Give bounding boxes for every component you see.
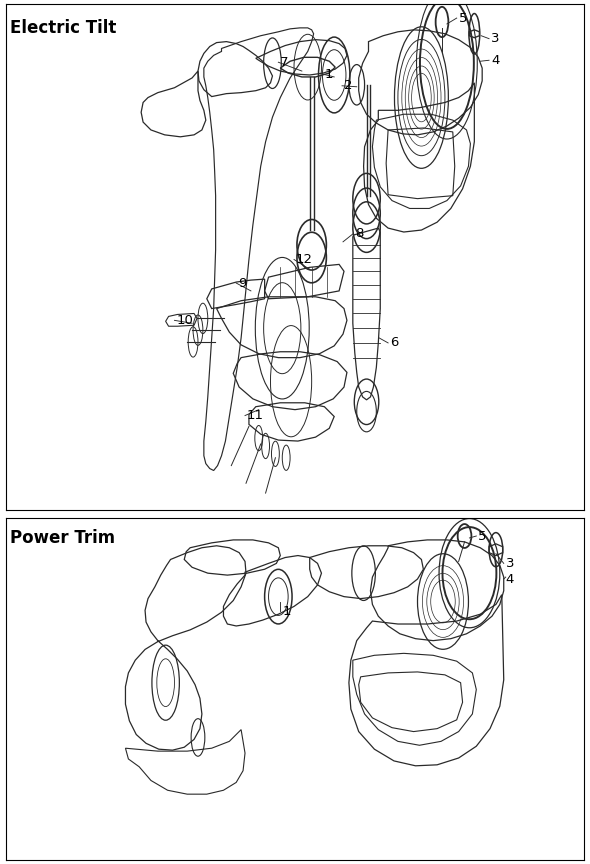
Text: 1: 1: [324, 67, 333, 80]
Text: 3: 3: [491, 32, 500, 45]
Text: 12: 12: [296, 253, 313, 266]
Text: 5: 5: [478, 530, 487, 543]
Text: Electric Tilt: Electric Tilt: [10, 20, 116, 37]
Text: 9: 9: [238, 276, 247, 289]
Text: 4: 4: [506, 573, 514, 586]
Text: 8: 8: [355, 227, 363, 240]
Text: 6: 6: [390, 336, 398, 349]
Text: 7: 7: [280, 55, 289, 69]
Text: 10: 10: [176, 314, 194, 327]
Text: 2: 2: [344, 79, 352, 92]
Text: Power Trim: Power Trim: [10, 529, 115, 547]
Text: 5: 5: [458, 11, 467, 24]
Text: 3: 3: [506, 557, 514, 570]
Text: 4: 4: [491, 54, 499, 67]
Text: 11: 11: [247, 409, 264, 422]
Text: 1: 1: [282, 605, 291, 618]
